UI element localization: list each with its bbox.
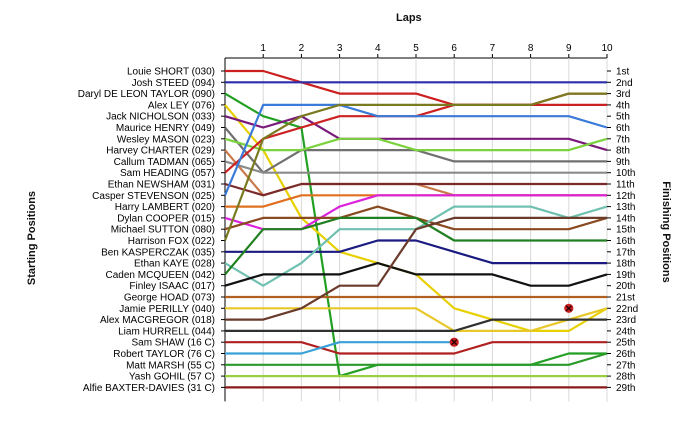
driver-line-25 <box>225 341 607 355</box>
finishing-position-label: 26th <box>616 349 635 360</box>
driver-line-7 <box>224 137 608 152</box>
driver-line-16 <box>223 92 607 241</box>
finishing-position-label: 12th <box>616 191 635 202</box>
retirement-cross <box>565 305 572 312</box>
finishing-position-label: 4th <box>616 100 630 111</box>
starting-position-label: Wesley MASON (023) <box>117 134 215 145</box>
finishing-position-label: 5th <box>616 112 630 123</box>
finishing-position-label: 29th <box>616 383 635 394</box>
starting-position-label: Dylan COOPER (015) <box>117 213 215 224</box>
lap-tick-label: 8 <box>528 43 534 54</box>
starting-position-label: Michael SUTTON (080) <box>111 225 215 236</box>
starting-position-label: Louie SHORT (030) <box>127 67 215 78</box>
finishing-position-label: 21st <box>616 293 635 304</box>
driver-line-20 <box>224 262 608 287</box>
lap-tick-label: 1 <box>260 43 266 54</box>
finishing-position-label: 2nd <box>616 78 633 89</box>
finishing-position-label: 23rd <box>616 315 636 326</box>
finishing-position-label: 6th <box>616 123 630 134</box>
starting-position-label: Alex MACGREGOR (018) <box>100 315 215 326</box>
starting-position-label: Ethan KAYE (028) <box>134 259 215 270</box>
finishing-position-label: 20th <box>616 281 635 292</box>
starting-position-label: Ben KASPERCZAK (035) <box>101 247 215 258</box>
lap-tick-label: 6 <box>451 43 457 54</box>
finishing-position-label: 9th <box>616 157 630 168</box>
finishing-position-label: 7th <box>616 134 630 145</box>
driver-line-17 <box>225 239 607 265</box>
driver-line-27 <box>225 352 608 366</box>
lap-tick-label: 3 <box>337 43 343 54</box>
finishing-position-label: 16th <box>616 236 635 247</box>
starting-position-label: Josh STEED (094) <box>132 78 215 89</box>
starting-position-label: Alex LEY (076) <box>148 100 215 111</box>
finishing-position-label: 17th <box>616 247 635 258</box>
starting-position-label: Harvey CHARTER (029) <box>106 146 215 157</box>
finishing-position-label: 8th <box>616 146 630 157</box>
finishing-position-label: 3rd <box>616 89 630 100</box>
starting-position-label: Matt MARSH (55 C) <box>126 360 215 371</box>
driver-line-26 <box>225 341 455 355</box>
driver-line-23 <box>225 216 607 321</box>
starting-position-label: Harry LAMBERT (020) <box>115 202 215 213</box>
finishing-position-label: 28th <box>616 372 635 383</box>
finishing-position-label: 15th <box>616 225 635 236</box>
finishing-position-label: 25th <box>616 338 635 349</box>
starting-position-label: Ethan NEWSHAM (031) <box>108 180 215 191</box>
finishing-position-label: 18th <box>616 259 635 270</box>
starting-position-label: Robert TAYLOR (76 C) <box>113 349 215 360</box>
lap-tick-label: 4 <box>375 43 381 54</box>
driver-line-22 <box>225 307 608 332</box>
driver-line-24 <box>225 318 607 332</box>
lap-tick-label: 9 <box>566 43 572 54</box>
driver-line-11 <box>224 182 607 197</box>
starting-position-label: Harrison FOX (022) <box>128 236 215 247</box>
starting-position-label: Callum TADMAN (065) <box>114 157 215 168</box>
starting-position-label: Jack NICHOLSON (033) <box>106 112 215 123</box>
lap-tick-label: 7 <box>490 43 496 54</box>
starting-position-label: Sam SHAW (16 C) <box>131 338 215 349</box>
driver-line-12 <box>223 103 608 196</box>
driver-line-19 <box>224 216 607 276</box>
starting-position-label: George HOAD (073) <box>124 293 215 304</box>
finishing-position-label: 22nd <box>616 304 638 315</box>
finishing-position-label: 1st <box>616 67 630 78</box>
starting-position-label: Liam HURRELL (044) <box>118 326 215 337</box>
starting-position-label: Alfie BAXTER-DAVIES (31 C) <box>83 383 215 394</box>
x-axis-title: Laps <box>396 12 422 24</box>
retirement-cross <box>451 339 458 346</box>
starting-position-label: Daryl DE LEON TAYLOR (090) <box>78 89 215 100</box>
finishing-position-label: 27th <box>616 360 635 371</box>
finishing-position-label: 14th <box>616 213 635 224</box>
finishing-position-label: 10th <box>616 168 635 179</box>
finishing-position-label: 11th <box>616 180 635 191</box>
starting-position-label: Sam HEADING (057) <box>120 168 215 179</box>
starting-position-label: Maurice HENRY (049) <box>116 123 215 134</box>
starting-position-label: Finley ISAAC (017) <box>129 281 215 292</box>
finishing-position-label: 13th <box>616 202 635 213</box>
starting-position-label: Yash GOHIL (57 C) <box>129 372 215 383</box>
lap-tick-label: 10 <box>601 43 613 54</box>
finishing-position-label: 19th <box>616 270 635 281</box>
lap-tick-label: 5 <box>413 43 419 54</box>
lap-tick-label: 2 <box>299 43 305 54</box>
starting-position-label: Jamie PERILLY (040) <box>119 304 215 315</box>
driver-line-5 <box>224 115 608 152</box>
finishing-position-label: 24th <box>616 326 635 337</box>
starting-position-label: Casper STEVENSON (025) <box>92 191 215 202</box>
driver-line-9 <box>224 160 607 174</box>
driver-line-1 <box>225 69 607 107</box>
starting-position-label: Caden MCQUEEN (042) <box>106 270 215 281</box>
